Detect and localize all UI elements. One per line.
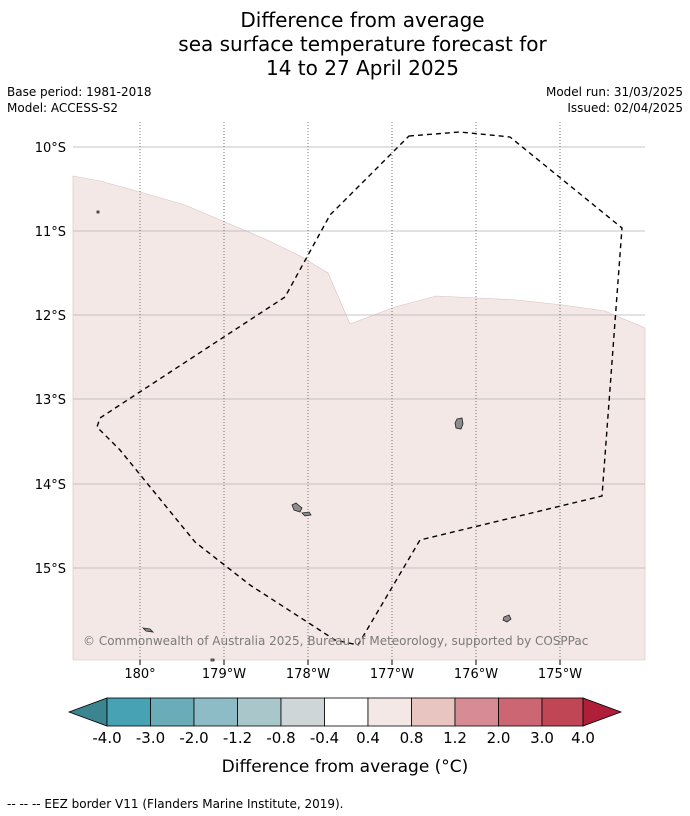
base-period: Base period: 1981-2018 [7,85,152,99]
colorbar-seg-5 [280,697,325,727]
cb-tick-5: -0.8 [266,729,295,747]
eez-footnote: -- -- -- EEZ border V11 (Flanders Marine… [7,797,344,811]
cb-tick-10: 2.0 [487,729,511,747]
chart-title: Difference from average sea surface temp… [0,8,690,80]
model-run: Model run: 31/03/2025 [545,85,683,99]
colorbar-ticks: -4.0 -3.0 -2.0 -1.2 -0.8 -0.4 0.4 0.8 1.… [92,729,595,747]
cb-tick-11: 3.0 [530,729,554,747]
colorbar-seg-1 [106,697,151,727]
cb-tick-12: 4.0 [571,729,595,747]
copyright-text: © Commonwealth of Australia 2025, Bureau… [83,634,588,648]
lat-labels: 10°S 11°S 12°S 13°S 14°S 15°S [35,141,66,577]
colorbar-seg-11 [541,697,584,727]
island-east [454,417,464,430]
lon-label-177w: 177°W [370,667,414,682]
colorbar-seg-8 [411,697,456,727]
lon-label-179w: 179°W [202,667,246,682]
info-left: Base period: 1981-2018 Model: ACCESS-S2 [7,84,152,116]
lon-label-175w: 175°W [538,667,582,682]
cb-tick-2: -3.0 [136,729,165,747]
cb-tick-3: -2.0 [179,729,208,747]
lat-gridlines [73,146,645,569]
anomaly-region [72,175,646,661]
island-southeast [502,614,512,623]
title-line-3: 14 to 27 April 2025 [265,56,460,80]
colorbar-extend-low [67,697,108,727]
cb-tick-7: 0.4 [356,729,380,747]
axis-ticks [139,660,561,665]
lat-label-15s: 15°S [35,562,66,577]
cb-tick-1: -4.0 [92,729,121,747]
colorbar-seg-7 [367,697,412,727]
title-line-1: Difference from average [240,8,485,32]
cb-tick-6: -0.4 [310,729,339,747]
lat-label-10s: 10°S [35,141,66,156]
colorbar-seg-3 [193,697,238,727]
colorbar-seg-6 [324,697,369,727]
cb-tick-4: -1.2 [223,729,252,747]
info-right: Model run: 31/03/2025 Issued: 02/04/2025 [546,84,683,116]
islet-central [301,511,312,517]
islet-bottom [210,658,215,662]
lon-label-178w: 178°W [286,667,330,682]
islet-northwest [96,210,100,214]
islet-southwest [141,627,155,633]
colorbar [67,697,623,727]
colorbar-seg-4 [237,697,282,727]
island-central [291,502,303,513]
cb-tick-8: 0.8 [400,729,424,747]
lon-label-180: 180° [124,667,155,682]
lat-label-12s: 12°S [35,309,66,324]
title-line-2: sea surface temperature forecast for [178,32,547,56]
colorbar-seg-2 [150,697,195,727]
cb-tick-9: 1.2 [443,729,467,747]
colorbar-seg-10 [498,697,543,727]
colorbar-label: Difference from average (°C) [222,757,469,777]
colorbar-extend-high [582,697,623,727]
issued-date: Issued: 02/04/2025 [567,101,683,115]
model-name: Model: ACCESS-S2 [7,101,119,115]
lon-labels: 180° 179°W 178°W 177°W 176°W 175°W [124,667,582,682]
islands [96,210,512,662]
lat-label-11s: 11°S [35,225,66,240]
lon-label-176w: 176°W [454,667,498,682]
lat-label-14s: 14°S [35,478,66,493]
colorbar-seg-9 [454,697,499,727]
lat-label-13s: 13°S [35,393,66,408]
eez-border [96,131,623,646]
